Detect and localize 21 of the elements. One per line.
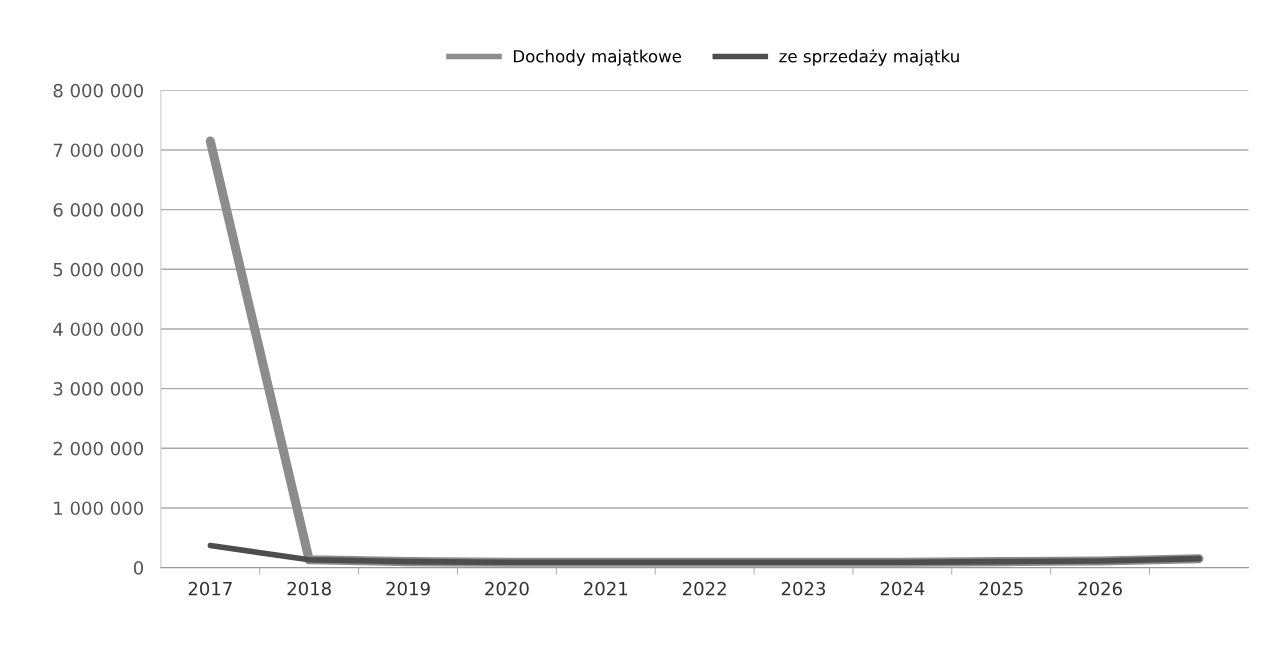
x-tick-label: 2017 xyxy=(188,581,232,596)
x-tick-label: 2022 xyxy=(682,581,726,596)
x-tick-label: 2018 xyxy=(287,581,331,596)
y-tick-label: 6 000 000 xyxy=(53,203,144,217)
y-tick-label: 2 000 000 xyxy=(53,441,144,456)
x-tick-label: 2020 xyxy=(485,581,529,596)
y-tick-label: 1 000 000 xyxy=(54,501,144,516)
y-tick-label: 3 000 000 xyxy=(53,382,144,396)
x-tick-label: 2019 xyxy=(386,581,430,596)
x-tick-label: 2026 xyxy=(1078,581,1122,596)
y-tick-label: 5 000 000 xyxy=(53,262,144,277)
y-tick-label: 8 000 000 xyxy=(53,83,144,98)
x-tick-label: 2024 xyxy=(880,581,925,596)
y-tick-label: 0 xyxy=(133,561,144,575)
y-tick-label: 4 000 000 xyxy=(53,322,144,337)
x-tick-label: 2025 xyxy=(979,581,1023,596)
x-tick-label: 2023 xyxy=(781,581,826,596)
y-tick-label: 7 000 000 xyxy=(53,143,144,158)
x-tick-label: 2021 xyxy=(584,581,628,596)
legend-label: Dochody majątkowe xyxy=(513,49,682,66)
legend-label: ze sprzedaży majątku xyxy=(779,49,959,66)
